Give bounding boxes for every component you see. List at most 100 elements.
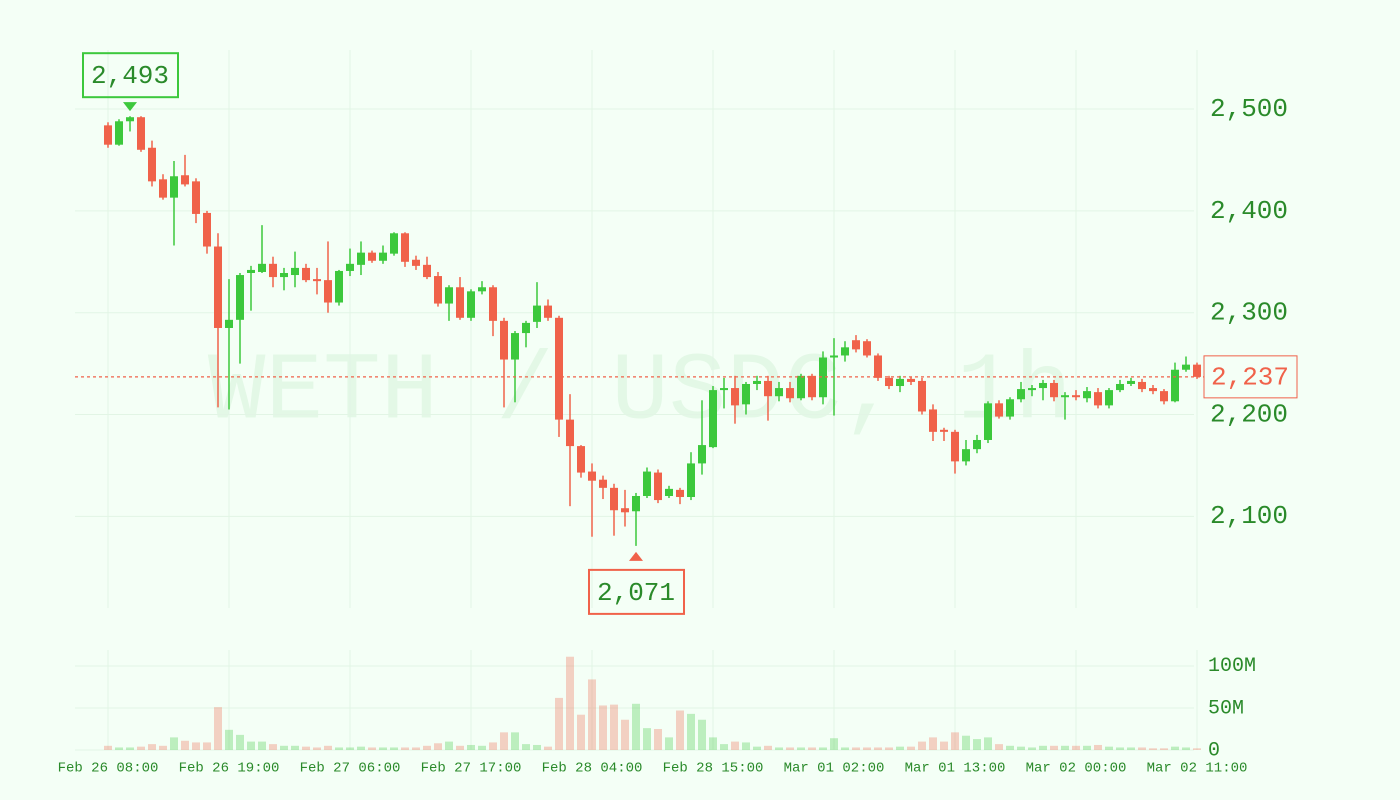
volume-bar	[951, 732, 959, 750]
candle-body	[654, 472, 662, 501]
candle-body	[775, 388, 783, 397]
volume-tick-label: 50M	[1208, 697, 1244, 720]
volume-bar	[214, 707, 222, 750]
volume-bar	[148, 744, 156, 750]
volume-bar	[258, 741, 266, 750]
candle-body	[698, 445, 706, 464]
candle-body	[126, 117, 134, 122]
candle-body	[742, 383, 750, 405]
candle-body	[786, 388, 794, 399]
candle-body	[313, 279, 321, 282]
candle-body	[1160, 391, 1168, 402]
candle-body	[280, 272, 288, 278]
watermark: WETH / USDC, 1h	[208, 337, 1072, 446]
x-tick-label: Feb 27 06:00	[300, 761, 401, 777]
candle-body	[676, 489, 684, 498]
volume-bar	[588, 679, 596, 750]
volume-bar	[808, 747, 816, 750]
volume-bar	[1072, 745, 1080, 750]
volume-bar	[753, 746, 761, 750]
volume-bar	[577, 714, 585, 750]
volume-bar	[797, 747, 805, 750]
volume-bar	[489, 742, 497, 750]
x-tick-label: Feb 26 19:00	[179, 761, 280, 777]
volume-bar	[632, 703, 640, 750]
volume-bar	[610, 704, 618, 750]
candle-body	[170, 176, 178, 198]
candle-body	[852, 340, 860, 350]
candle-body	[478, 287, 486, 292]
candle-body	[434, 276, 442, 304]
candle-body	[665, 488, 673, 496]
volume-bar	[401, 747, 409, 750]
volume-bar	[390, 747, 398, 750]
volume-bar	[1061, 745, 1069, 750]
candle-body	[1006, 399, 1014, 417]
volume-bar	[1006, 745, 1014, 750]
volume-bar	[478, 745, 486, 750]
volume-bar	[665, 737, 673, 750]
candle-body	[324, 280, 332, 303]
volume-bar	[819, 747, 827, 750]
volume-tick-label: 100M	[1208, 655, 1256, 678]
volume-bar	[995, 744, 1003, 750]
candle-body	[269, 263, 277, 278]
volume-bar	[742, 742, 750, 750]
candle-body	[1028, 388, 1036, 391]
candle-body	[214, 246, 222, 328]
high-marker	[123, 102, 137, 112]
low-marker	[629, 551, 643, 561]
candle-body	[1105, 390, 1113, 406]
candle-body	[1127, 380, 1135, 384]
candle-body	[753, 380, 761, 384]
volume-bar	[907, 746, 915, 750]
volume-bar	[522, 744, 530, 750]
low-label-box	[588, 568, 685, 615]
candle-body	[1050, 382, 1058, 398]
volume-bar	[566, 656, 574, 750]
volume-bar	[1094, 744, 1102, 750]
candle-body	[808, 375, 816, 398]
candle-body	[511, 333, 519, 360]
candle-body	[577, 446, 585, 473]
volume-bar	[709, 737, 717, 750]
candle-body	[731, 388, 739, 406]
volume-bar	[896, 746, 904, 750]
candle-body	[709, 390, 717, 448]
volume-bar	[1116, 747, 1124, 750]
volume-bar	[445, 741, 453, 750]
volume-bar	[698, 719, 706, 750]
volume-bar	[456, 745, 464, 750]
candle-body	[962, 449, 970, 462]
candle-body	[1149, 388, 1157, 392]
volume-bar	[1083, 745, 1091, 750]
x-tick-label: Mar 01 02:00	[784, 761, 885, 777]
candle-body	[335, 270, 343, 303]
candle-body	[1072, 395, 1080, 398]
x-tick-label: Feb 28 04:00	[542, 761, 643, 777]
candle-body	[181, 175, 189, 185]
candle-body	[500, 320, 508, 360]
candle-body	[720, 388, 728, 391]
candle-body	[984, 403, 992, 440]
volume-bar	[918, 741, 926, 750]
candle-body	[940, 429, 948, 432]
candle-body	[1138, 381, 1146, 390]
candle-body	[764, 380, 772, 397]
volume-bar	[1171, 746, 1179, 750]
volume-bar	[500, 732, 508, 750]
volume-bar	[1017, 746, 1025, 750]
high-label-box	[82, 52, 179, 99]
volume-bar	[687, 713, 695, 750]
volume-bar	[786, 747, 794, 750]
candle-body	[390, 233, 398, 254]
candle-body	[643, 471, 651, 496]
candle-body	[874, 355, 882, 378]
candle-body	[192, 181, 200, 214]
volume-bar	[434, 743, 442, 750]
candle-body	[1083, 391, 1091, 399]
candle-body	[412, 259, 420, 266]
candle-body	[203, 212, 211, 247]
y-tick-label: 2,100	[1210, 501, 1288, 531]
